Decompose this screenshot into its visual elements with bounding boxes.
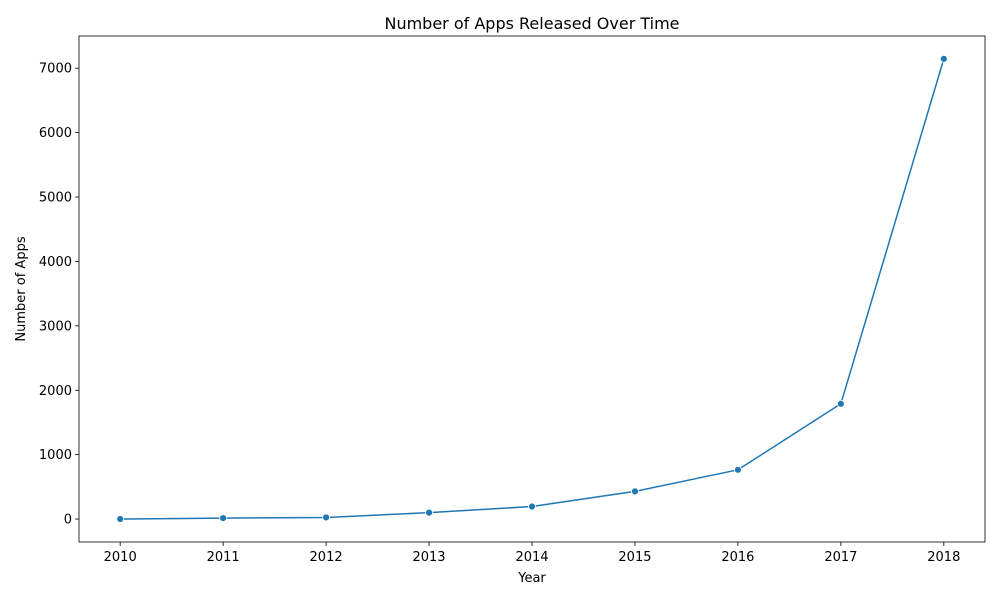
y-axis-label: Number of Apps bbox=[14, 236, 29, 341]
x-tick-label: 2010 bbox=[104, 550, 137, 565]
data-point bbox=[939, 54, 948, 63]
plot-area bbox=[78, 35, 986, 543]
data-point bbox=[631, 487, 639, 496]
y-tick-label: 2000 bbox=[39, 384, 72, 399]
x-tick-label: 2015 bbox=[618, 550, 651, 565]
x-tick-label: 2017 bbox=[824, 550, 857, 565]
x-tick-label: 2016 bbox=[721, 550, 754, 565]
x-tick-label: 2018 bbox=[927, 550, 960, 565]
chart-title: Number of Apps Released Over Time bbox=[384, 14, 679, 33]
x-tick-label: 2013 bbox=[412, 550, 445, 565]
x-axis-ticks: 2010 2011 2012 2013 2014 2015 2016 2017 2018 bbox=[104, 542, 960, 565]
data-point bbox=[425, 508, 433, 517]
data-point bbox=[734, 465, 742, 474]
x-tick-label: 2011 bbox=[207, 550, 240, 565]
data-point bbox=[322, 513, 330, 522]
data-point bbox=[116, 515, 125, 523]
series-layer bbox=[116, 54, 948, 523]
y-tick-label: 7000 bbox=[39, 62, 72, 77]
y-tick-label: 6000 bbox=[39, 126, 72, 141]
data-point bbox=[528, 502, 536, 511]
y-tick-label: 0 bbox=[64, 513, 72, 528]
x-tick-label: 2014 bbox=[515, 550, 548, 565]
y-tick-label: 5000 bbox=[39, 191, 72, 206]
data-point bbox=[836, 399, 845, 408]
y-tick-label: 4000 bbox=[39, 255, 72, 270]
data-point bbox=[219, 514, 228, 523]
x-tick-label: 2012 bbox=[310, 550, 343, 565]
y-axis-ticks: 0 1000 2000 3000 4000 5000 6000 7000 bbox=[39, 62, 79, 528]
y-tick-label: 3000 bbox=[39, 319, 72, 334]
x-axis-label: Year bbox=[517, 571, 546, 586]
y-tick-label: 1000 bbox=[39, 448, 72, 463]
